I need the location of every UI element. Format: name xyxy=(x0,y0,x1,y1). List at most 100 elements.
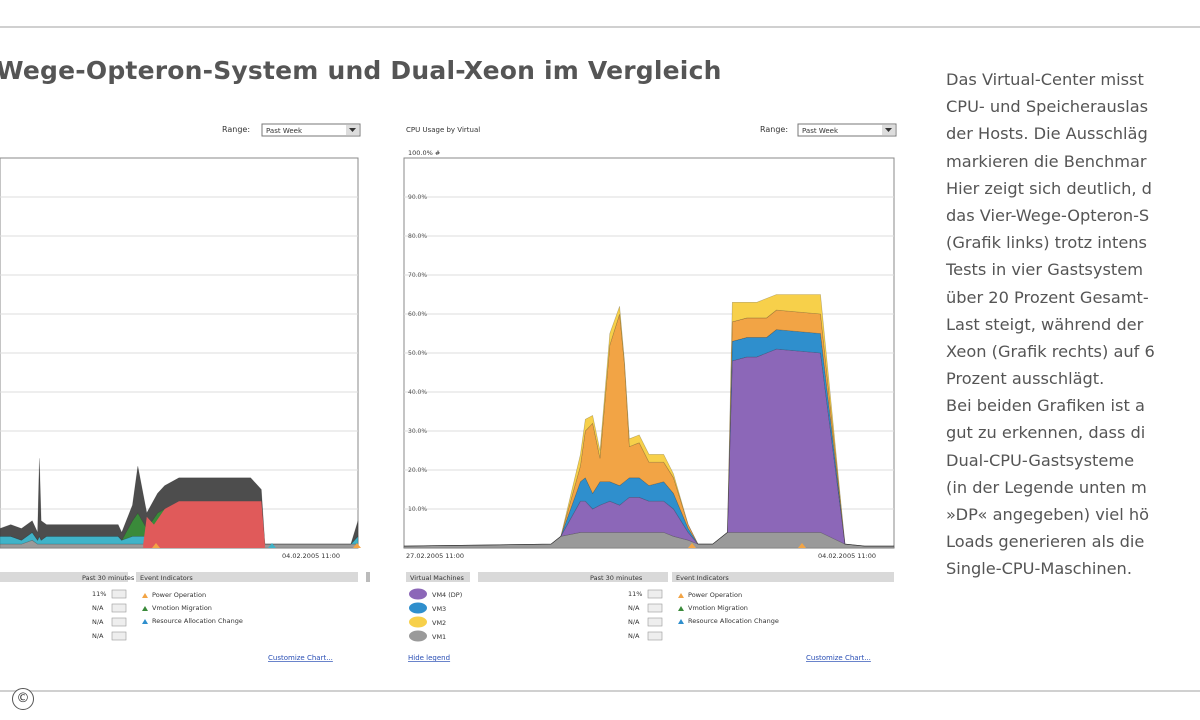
left-range-value: Past Week xyxy=(266,127,303,135)
right-avg-header: Past 30 minutes xyxy=(590,574,643,582)
caption-line: der Hosts. Die Ausschläg xyxy=(946,124,1148,144)
left-time-right: 04.02.2005 11:00 xyxy=(282,552,340,560)
legend-swatch-vm4 xyxy=(409,588,427,600)
right-ytick-label: 90.0% xyxy=(408,194,427,201)
right-time-left: 27.02.2005 11:00 xyxy=(406,552,464,560)
top-rule xyxy=(0,26,1200,28)
caption-line: Bei beiden Grafiken ist a xyxy=(946,396,1145,416)
right-legend-header: Virtual Machines xyxy=(410,574,465,582)
left-areas xyxy=(0,458,359,549)
right-range-select[interactable]: Past Week xyxy=(797,123,897,137)
left-panel: Range: Past Week 04.02.2005 11:00 Past 3… xyxy=(0,123,370,662)
caption-line: gut zu erkennen, dass di xyxy=(946,423,1146,443)
right-range-value: Past Week xyxy=(802,127,839,135)
caption-line: »DP« angegeben) viel hö xyxy=(946,505,1150,524)
right-avg-value-1: 11% xyxy=(628,590,642,598)
left-avg-box-3 xyxy=(111,617,127,627)
legend-label-vm2: VM2 xyxy=(432,619,446,627)
left-range-select[interactable]: Past Week xyxy=(261,123,361,137)
caption-line: CPU- und Speicherauslas xyxy=(946,97,1149,117)
chevron-down-icon xyxy=(349,128,356,132)
right-event-1: Power Operation xyxy=(688,591,742,599)
caption-line: Dual-CPU-Gastsysteme xyxy=(946,450,1135,470)
right-time-right: 04.02.2005 11:00 xyxy=(818,552,876,560)
caption-line: Xeon (Grafik rechts) auf 6 xyxy=(946,341,1155,361)
left-event-marker-2 xyxy=(268,543,276,548)
right-events-header: Event Indicators xyxy=(676,574,729,582)
right-avg-value-2: N/A xyxy=(628,604,640,612)
right-avg-value-4: N/A xyxy=(628,632,640,640)
legend-swatch-vm2 xyxy=(409,616,427,628)
left-series-red-load xyxy=(143,501,265,548)
left-grid xyxy=(0,196,358,510)
left-avg-header-bg xyxy=(0,572,128,582)
migration-icon xyxy=(142,606,148,611)
hide-legend-link[interactable]: Hide legend xyxy=(408,654,450,662)
right-event-2: Vmotion Migration xyxy=(688,604,748,612)
right-ytick-label: 10.0% xyxy=(408,506,427,513)
right-event-marker-2 xyxy=(798,543,806,548)
right-event-3: Resource Allocation Change xyxy=(688,617,779,625)
right-avg-header-bg xyxy=(478,572,668,582)
right-avg-value-3: N/A xyxy=(628,618,640,626)
bottom-rule xyxy=(0,690,1200,692)
caption-line: Single-CPU-Maschinen. xyxy=(946,559,1132,579)
left-event-1: Power Operation xyxy=(152,591,206,599)
chevron-down-icon xyxy=(885,128,892,132)
right-avg-box-1 xyxy=(647,589,663,599)
legend-label-vm1: VM1 xyxy=(432,633,446,641)
right-legend-header-bg xyxy=(406,572,470,582)
caption-line: (in der Legende unten m xyxy=(946,477,1147,497)
caption-line: Hier zeigt sich deutlich, d xyxy=(946,178,1152,198)
right-event-marker-1 xyxy=(688,543,696,548)
right-range-label: Range: xyxy=(760,125,788,134)
right-events-header-bg xyxy=(672,572,894,582)
migration-icon xyxy=(678,606,684,611)
caption-line: Tests in vier Gastsystem xyxy=(946,260,1143,280)
left-event-2: Vmotion Migration xyxy=(152,604,212,612)
legend-label-vm3: VM3 xyxy=(432,605,446,613)
right-avg-box-3 xyxy=(647,617,663,627)
right-avg-box-4 xyxy=(647,631,663,641)
left-event-marker-3 xyxy=(353,543,361,548)
copyright-icon: © xyxy=(12,688,34,710)
caption-line: Loads generieren als die xyxy=(946,532,1145,552)
caption-text: Das Virtual-Center misst CPU- und Speiche… xyxy=(946,66,1200,583)
left-avg-value-4: N/A xyxy=(92,632,104,640)
right-avg-box-2 xyxy=(647,603,663,613)
caption-line: Das Virtual-Center misst xyxy=(946,70,1144,89)
article-heading: Wege-Opteron-System und Dual-Xeon im Ver… xyxy=(0,56,722,85)
caption-line: über 20 Prozent Gesamt- xyxy=(946,287,1149,307)
left-avg-box-2 xyxy=(111,603,127,613)
right-ytick-label: 50.0% xyxy=(408,350,427,357)
left-range-label: Range: xyxy=(222,125,250,134)
left-avg-value-1: 11% xyxy=(92,590,106,598)
right-ytick-label: 30.0% xyxy=(408,428,427,435)
caption-line: Last steigt, während der xyxy=(946,314,1144,334)
left-scroll-stub xyxy=(366,572,370,582)
left-avg-value-2: N/A xyxy=(92,604,104,612)
legend-swatch-vm1 xyxy=(409,630,427,642)
right-ytick-label: 60.0% xyxy=(408,311,427,318)
right-panel: CPU Usage by Virtual Range: Past Week 10… xyxy=(403,123,897,662)
left-event-marker-1 xyxy=(152,543,160,548)
right-series-other xyxy=(403,294,894,547)
left-events-header: Event Indicators xyxy=(140,574,193,582)
left-events-header-bg xyxy=(136,572,358,582)
right-ytick-label: 20.0% xyxy=(408,467,427,474)
right-ytick-label: 40.0% xyxy=(408,389,427,396)
left-avg-header: Past 30 minutes xyxy=(82,574,135,582)
left-event-3: Resource Allocation Change xyxy=(152,617,243,625)
right-top-axis-label: 100.0% # xyxy=(408,149,440,157)
caption-line: (Grafik links) trotz intens xyxy=(946,233,1147,253)
right-customize-link[interactable]: Customize Chart... xyxy=(806,654,871,662)
resource-change-icon xyxy=(142,619,148,624)
left-avg-box-1 xyxy=(111,589,127,599)
left-avg-box-4 xyxy=(111,631,127,641)
left-customize-link[interactable]: Customize Chart... xyxy=(268,654,333,662)
caption-line: markieren die Benchmar xyxy=(946,151,1147,171)
power-operation-icon xyxy=(678,593,684,598)
right-ytick-label: 80.0% xyxy=(408,233,427,240)
right-chart-title: CPU Usage by Virtual xyxy=(406,126,480,134)
